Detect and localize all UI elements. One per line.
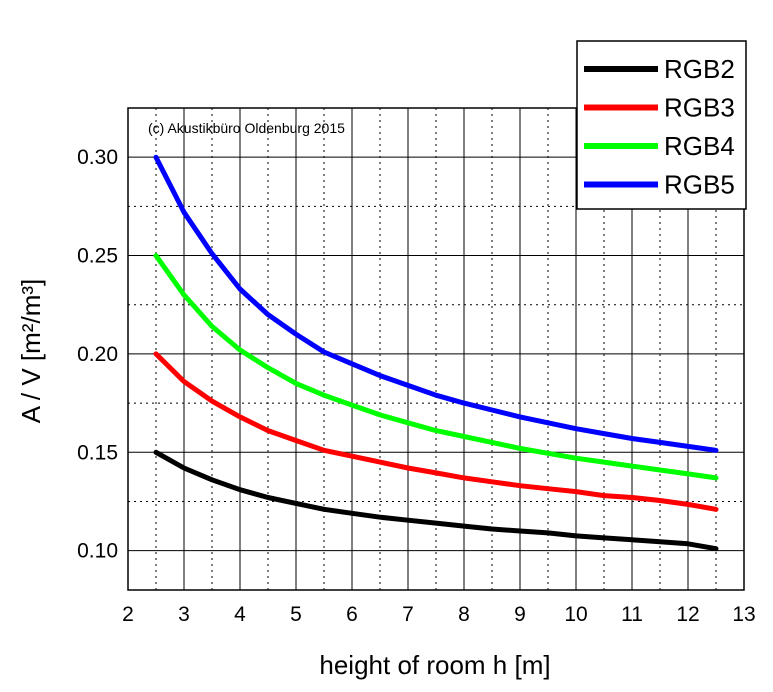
y-tick-label: 0.20 xyxy=(77,343,118,366)
plot-area-frame xyxy=(127,107,745,591)
x-tick-label: 12 xyxy=(676,603,699,626)
x-tick-label: 13 xyxy=(732,603,755,626)
legend-label-rgb3: RGB3 xyxy=(664,93,735,123)
x-tick-label: 7 xyxy=(402,603,414,626)
y-axis-label: A / V [m²/m³] xyxy=(16,279,46,423)
x-tick-label: 11 xyxy=(621,603,643,626)
legend: RGB2 RGB3 RGB4 RGB5 xyxy=(576,40,747,210)
x-tick-label: 2 xyxy=(122,603,134,626)
y-tick-label: 0.15 xyxy=(77,441,118,464)
y-tick-labels: 0.10 0.15 0.20 0.25 0.30 xyxy=(77,146,118,562)
copyright-annotation: (c) Akustikbüro Oldenburg 2015 xyxy=(148,120,345,136)
x-tick-labels: 2 3 4 5 6 7 8 9 10 11 12 13 xyxy=(122,603,756,626)
series-lines xyxy=(153,154,719,552)
legend-label-rgb2: RGB2 xyxy=(664,54,735,84)
grid-minor xyxy=(128,107,744,590)
x-tick-label: 5 xyxy=(290,603,302,626)
x-tick-label: 3 xyxy=(178,603,190,626)
series-line-rgb4 xyxy=(153,253,719,481)
series-line-rgb5 xyxy=(153,154,719,453)
y-tick-label: 0.30 xyxy=(77,146,118,169)
legend-label-rgb5: RGB5 xyxy=(664,170,735,200)
x-axis-label: height of room h [m] xyxy=(319,650,550,680)
y-tick-label: 0.10 xyxy=(77,540,118,563)
x-tick-label: 4 xyxy=(234,603,246,626)
y-tick-label: 0.25 xyxy=(77,245,118,268)
x-tick-label: 9 xyxy=(514,603,526,626)
x-tick-label: 6 xyxy=(346,603,358,626)
series-line-rgb3 xyxy=(153,351,719,512)
legend-label-rgb4: RGB4 xyxy=(664,131,735,161)
x-tick-label: 8 xyxy=(458,603,470,626)
series-line-rgb2 xyxy=(153,449,719,552)
x-tick-label: 10 xyxy=(564,603,587,626)
